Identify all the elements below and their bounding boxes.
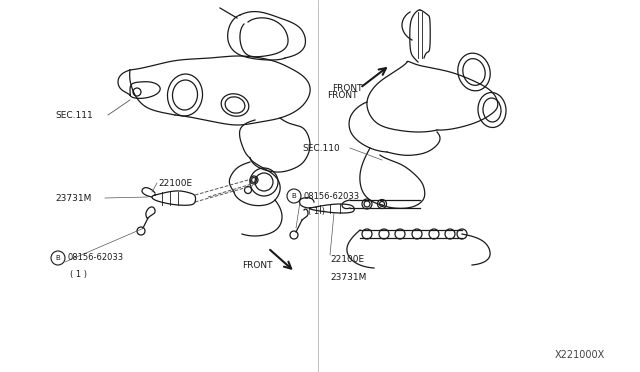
Text: X221000X: X221000X (555, 350, 605, 360)
Text: ( 1 ): ( 1 ) (70, 269, 87, 279)
Text: B: B (56, 255, 60, 261)
Text: 08156-62033: 08156-62033 (67, 253, 123, 263)
Text: FRONT: FRONT (332, 83, 362, 93)
Text: 22100E: 22100E (330, 256, 364, 264)
Text: 22100E: 22100E (158, 179, 192, 187)
Text: FRONT: FRONT (242, 260, 273, 269)
Text: 23731M: 23731M (330, 273, 366, 282)
Text: FRONT: FRONT (327, 90, 358, 99)
Text: SEC.111: SEC.111 (55, 110, 93, 119)
Text: SEC.110: SEC.110 (302, 144, 340, 153)
Text: 08156-62033: 08156-62033 (304, 192, 360, 201)
Text: B: B (292, 193, 296, 199)
Text: ( 1 ): ( 1 ) (308, 206, 325, 215)
Text: 23731M: 23731M (55, 193, 92, 202)
